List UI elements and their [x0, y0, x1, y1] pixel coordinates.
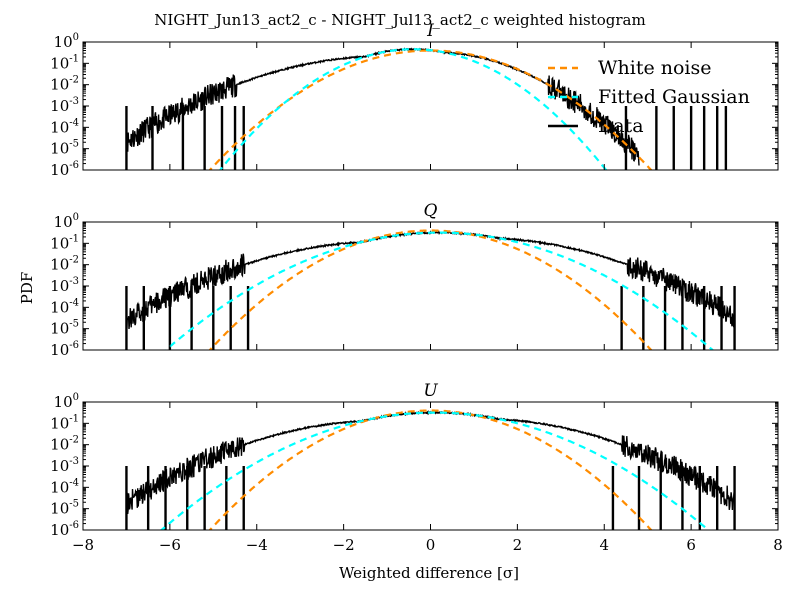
data-series [125, 230, 736, 350]
x-tick-label: 8 [773, 536, 783, 554]
data-series [125, 410, 736, 530]
panel-I: 100 10-1 10-2 10-3 10-4 10-5 10-6 I [50, 21, 779, 179]
data-line [125, 47, 640, 166]
y-tick-label: 10-6 [50, 340, 79, 359]
chart-title: NIGHT_Jun13_act2_c - NIGHT_Jul13_act2_c … [154, 11, 645, 29]
y-tick-label: 10-3 [50, 276, 79, 295]
legend: White noise Fitted Gaussian Data [548, 57, 750, 137]
y-tick-label: 10-4 [50, 297, 79, 316]
panel-U: 100 10-1 10-2 10-3 10-4 10-5 10-6−8 −6 −4 −2 0 2 4 6 8… [50, 381, 783, 554]
x-axis-label: Weighted difference [σ] [339, 564, 519, 582]
y-axis-label: PDF [18, 272, 36, 305]
panel-title: Q [424, 201, 438, 221]
fitted-gaussian-curve [218, 48, 608, 170]
y-tick-label: 10-5 [50, 139, 79, 158]
y-tick-label: 10-6 [50, 160, 79, 179]
x-tick-label: −2 [333, 536, 355, 554]
y-tick-label: 10-2 [50, 75, 79, 94]
panel-title: U [423, 381, 438, 401]
x-tick-label: 6 [686, 536, 696, 554]
y-tick-label: 10-1 [50, 413, 79, 432]
x-tick-label: 0 [426, 536, 436, 554]
data-series [125, 47, 728, 170]
legend-item: Data [548, 115, 644, 137]
y-tick-label: 10-4 [50, 477, 79, 496]
y-tick-label: 10-3 [50, 96, 79, 115]
x-tick-label: −8 [72, 536, 94, 554]
fitted-gaussian-curve [159, 411, 710, 530]
legend-item: Fitted Gaussian [548, 86, 750, 108]
legend-label: Fitted Gaussian [598, 86, 750, 108]
y-tick-label: 10-5 [50, 319, 79, 338]
y-tick-label: 100 [54, 212, 79, 231]
x-tick-label: 2 [513, 536, 523, 554]
chart-panels: 10010-110-210-310-410-510-6I10010-110-21… [50, 21, 783, 554]
legend-label: White noise [598, 57, 712, 79]
panel-Q: 100 10-1 10-2 10-3 10-4 10-5 10-6 Q [50, 201, 779, 359]
legend-item: White noise [548, 57, 712, 79]
x-tick-label: −6 [159, 536, 181, 554]
y-tick-label: 10-4 [50, 117, 79, 136]
y-tick-label: 10-6 [50, 520, 79, 539]
y-tick-label: 100 [54, 32, 79, 51]
x-tick-label: −4 [246, 536, 268, 554]
y-tick-label: 10-2 [50, 255, 79, 274]
fitted-gaussian-curve [164, 231, 715, 350]
x-tick-label: 4 [599, 536, 609, 554]
legend-label: Data [598, 115, 644, 137]
y-tick-label: 10-1 [50, 233, 79, 252]
y-tick-label: 10-5 [50, 499, 79, 518]
y-tick-label: 10-2 [50, 435, 79, 454]
data-line [125, 410, 736, 516]
panel-title: I [426, 21, 434, 41]
y-tick-label: 100 [54, 392, 79, 411]
y-tick-label: 10-1 [50, 53, 79, 72]
y-tick-label: 10-3 [50, 456, 79, 475]
